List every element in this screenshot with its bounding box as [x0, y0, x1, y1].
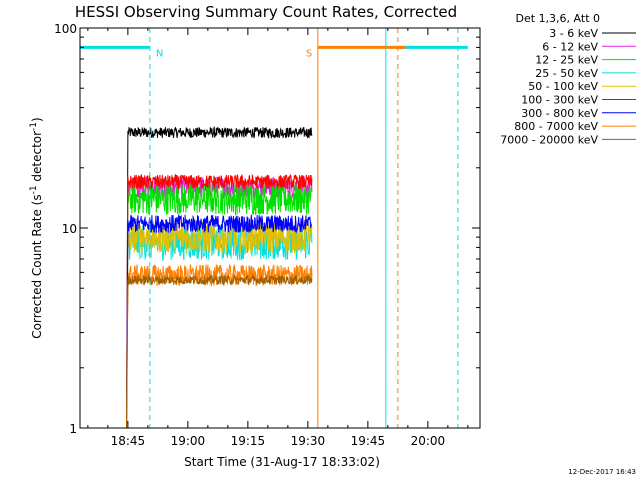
- y-tick-label-3: 100: [54, 22, 77, 36]
- x-tick-label-6: 20:00: [411, 434, 446, 448]
- y-axis-label-close: ): [30, 117, 44, 122]
- legend-label-3: 12 - 25 keV: [535, 54, 598, 67]
- x-tick-label-5: 19:45: [351, 434, 386, 448]
- x-tick-label-4: 19:30: [291, 434, 326, 448]
- series-layer: [126, 126, 313, 429]
- series-line-8: [126, 263, 313, 429]
- legend-label-4: 25 - 50 keV: [535, 67, 598, 80]
- y-axis-label-detector: detector: [30, 131, 44, 186]
- y-tick-label-1: 1: [69, 422, 77, 436]
- legend-label-6: 100 - 300 keV: [521, 94, 598, 107]
- x-tick-label-1: 18:45: [111, 434, 146, 448]
- vline-layer: [79, 28, 459, 428]
- x-tick-label-2: 19:00: [171, 434, 206, 448]
- x-axis-label: Start Time (31-Aug-17 18:33:02): [184, 455, 380, 469]
- series-line-1: [126, 126, 313, 429]
- y-axis: 1 10 100: [54, 22, 480, 436]
- flag-label-s: S: [306, 48, 312, 59]
- series-line-7: [126, 214, 313, 429]
- timestamp: 12-Dec-2017 16:43: [568, 468, 636, 476]
- y-tick-label-2: 10: [62, 222, 77, 236]
- y-axis-label: Corrected Count Rate (s-1 detector-1): [29, 117, 44, 338]
- legend-label-8: 800 - 7000 keV: [514, 120, 598, 133]
- series-line-9: [126, 273, 313, 429]
- series-line-3: [126, 182, 313, 429]
- series-line-6: [126, 173, 313, 429]
- y-axis-label-sup-2: -1: [29, 122, 39, 131]
- legend-label-5: 50 - 100 keV: [528, 80, 598, 93]
- x-axis: 18:45 19:00 19:15 19:30 19:45 20:00: [87, 28, 469, 448]
- series-line-4: [126, 224, 313, 429]
- x-tick-label-3: 19:15: [231, 434, 266, 448]
- flag-label-n: N: [156, 48, 163, 59]
- legend-label-2: 6 - 12 keV: [542, 40, 598, 53]
- legend-label-7: 300 - 800 keV: [521, 107, 598, 120]
- y-axis-label-main: Corrected Count Rate (s: [30, 194, 44, 338]
- series-line-2: [126, 175, 313, 429]
- legend-label-9: 7000 - 20000 keV: [500, 133, 598, 146]
- legend-header: Det 1,3,6, Att 0: [516, 12, 600, 25]
- legend-label-1: 3 - 6 keV: [549, 27, 598, 40]
- series-line-5: [126, 220, 313, 429]
- y-axis-label-sup-1: -1: [29, 185, 39, 194]
- chart-title: HESSI Observing Summary Count Rates, Cor…: [75, 3, 457, 21]
